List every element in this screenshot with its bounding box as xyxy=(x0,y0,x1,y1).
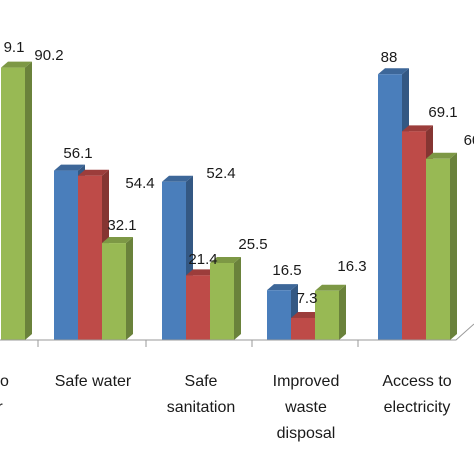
bar-side xyxy=(450,152,457,340)
bar-front xyxy=(378,74,402,341)
bar-3-0 xyxy=(267,284,298,340)
data-label: 16.3 xyxy=(337,258,366,275)
bar-top xyxy=(426,152,457,159)
data-label: 9.1 xyxy=(4,39,25,56)
bar-front xyxy=(102,243,126,340)
bar-top xyxy=(186,269,217,276)
category-label: Improved xyxy=(273,373,340,390)
axis-line xyxy=(0,323,474,341)
data-labels-layer: 56.1 52.4 16.5 88 9.1 54.4 21.4 7.3 69.1 90.2 32.1… xyxy=(4,39,474,307)
data-label: 56.1 xyxy=(63,145,92,162)
bar-front xyxy=(1,67,25,340)
bar-top xyxy=(402,125,433,132)
bar-front xyxy=(291,317,315,340)
data-label: 54.4 xyxy=(125,175,154,192)
bar-top xyxy=(1,61,32,68)
bar-top xyxy=(78,169,109,176)
bar-top xyxy=(210,256,241,263)
bar-front xyxy=(186,275,210,340)
bar-top xyxy=(291,311,322,318)
data-label: 69.1 xyxy=(428,104,457,121)
bar-top xyxy=(378,68,409,75)
category-label: Safe water xyxy=(55,373,132,390)
bar-top xyxy=(102,237,133,244)
category-label: waste xyxy=(284,399,327,416)
bar-1-1 xyxy=(78,169,109,340)
bar-front xyxy=(267,290,291,340)
bars-layer xyxy=(1,61,457,341)
data-label: 88 xyxy=(381,49,398,66)
bar-4-2 xyxy=(426,152,457,340)
data-label: 52.4 xyxy=(206,165,235,182)
bar-top xyxy=(267,284,298,291)
x-axis xyxy=(0,323,474,347)
category-labels-layer: … to …r Safe water Safe sanitation Improved wa… xyxy=(0,373,452,442)
bar-front xyxy=(402,131,426,340)
bar-front xyxy=(315,290,339,340)
data-label: 60 xyxy=(464,132,474,149)
bar-top xyxy=(54,164,85,171)
bar-side xyxy=(25,61,32,340)
bar-1-2 xyxy=(102,237,133,340)
bar-side xyxy=(339,284,346,340)
bar-front xyxy=(78,175,102,340)
category-label: electricity xyxy=(384,399,451,416)
bar-0-2 xyxy=(1,61,32,340)
data-label: 16.5 xyxy=(272,262,301,279)
bar-2-2 xyxy=(210,256,241,340)
bar-front xyxy=(54,170,78,340)
data-label: 25.5 xyxy=(238,236,267,253)
category-label: …r xyxy=(0,399,3,416)
bar-top xyxy=(315,284,346,291)
bar-top xyxy=(162,175,193,182)
bar-front xyxy=(426,158,450,340)
category-label: sanitation xyxy=(167,399,236,416)
bar-side xyxy=(234,256,241,340)
category-label: Access to xyxy=(382,373,451,390)
bar-3-2 xyxy=(315,284,346,340)
bar-front xyxy=(210,262,234,340)
data-label: 7.3 xyxy=(297,290,318,307)
bar-front xyxy=(162,181,186,340)
data-label: 90.2 xyxy=(34,47,63,64)
category-label: … to xyxy=(0,373,9,390)
bar-side xyxy=(126,237,133,340)
category-label: Safe xyxy=(185,373,218,390)
category-label: disposal xyxy=(277,425,336,442)
data-label: 21.4 xyxy=(188,251,217,268)
data-label: 32.1 xyxy=(107,217,136,234)
